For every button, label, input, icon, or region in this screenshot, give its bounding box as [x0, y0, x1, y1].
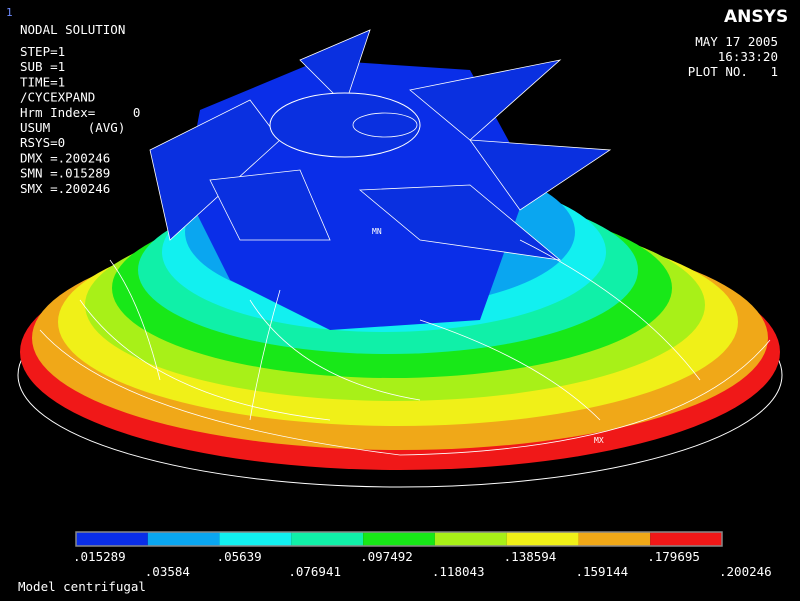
legend-swatch	[219, 532, 292, 546]
blade	[209, 169, 331, 241]
legend-label: .200246	[719, 564, 772, 579]
legend-label: .097492	[360, 549, 413, 564]
max-label: MX	[594, 436, 604, 445]
logo: ANSYS	[724, 7, 788, 27]
legend-label: .118043	[432, 564, 485, 579]
legend-swatch	[650, 532, 722, 546]
blade	[358, 184, 562, 261]
legend-swatch	[434, 532, 507, 546]
legend-swatch	[506, 532, 579, 546]
time: 16:33:20	[718, 49, 778, 64]
title: NODAL SOLUTION	[20, 22, 125, 37]
info-line: SUB =1	[20, 59, 65, 74]
hub-top	[269, 92, 421, 158]
date: MAY 17 2005	[695, 34, 778, 49]
info-line: Hrm Index= 0	[20, 105, 140, 120]
legend-label: .015289	[73, 549, 126, 564]
info-line: /CYCEXPAND	[20, 90, 95, 105]
legend-label: .076941	[288, 564, 341, 579]
legend-swatch	[147, 532, 220, 546]
info-line: SMX =.200246	[20, 181, 110, 196]
legend: .015289 .03584 .05639 .076941 .097492 .118043…	[73, 531, 772, 579]
legend-label: .03584	[145, 564, 190, 579]
footer: Model centrifugal	[18, 579, 146, 594]
info-line: STEP=1	[20, 44, 65, 59]
blade	[299, 29, 371, 106]
wireframe	[39, 239, 771, 456]
legend-label: .179695	[647, 549, 700, 564]
plot-number: PLOT NO. 1	[688, 64, 778, 79]
legend-swatch	[291, 532, 364, 546]
legend-swatch	[363, 532, 435, 546]
info-line: DMX =.200246	[20, 150, 110, 165]
legend-swatch	[76, 532, 148, 546]
info-line: SMN =.015289	[20, 166, 110, 181]
legend-label: .05639	[217, 549, 262, 564]
legend-label: .159144	[575, 564, 628, 579]
min-label: MN	[372, 227, 382, 236]
blade	[409, 59, 562, 141]
info-line: RSYS=0	[20, 135, 65, 150]
window-number: 1	[6, 6, 13, 19]
legend-label: .138594	[504, 549, 557, 564]
legend-swatch	[578, 532, 651, 546]
info-line: USUM (AVG)	[20, 120, 125, 135]
impeller-model: MN MX	[17, 29, 783, 488]
hub-ring	[352, 112, 418, 138]
info-line: TIME=1	[20, 74, 65, 89]
blade	[469, 139, 612, 211]
legend-frame	[75, 531, 723, 547]
